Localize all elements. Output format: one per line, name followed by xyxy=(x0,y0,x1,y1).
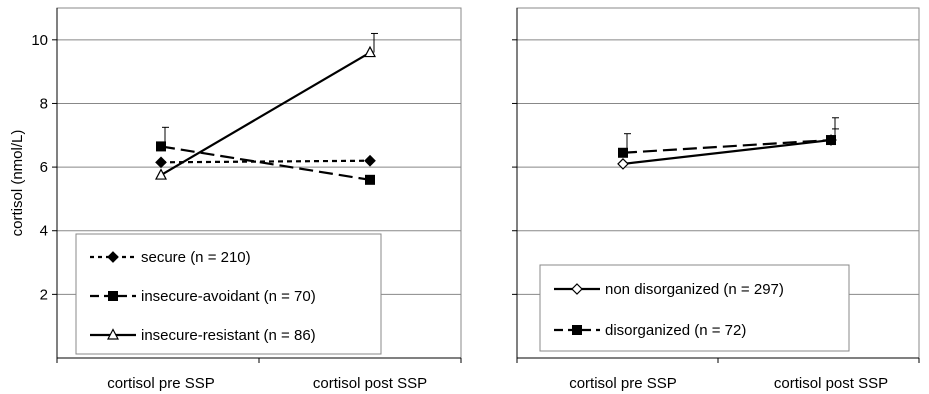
legend-item: insecure-resistant (n = 86) xyxy=(90,327,316,344)
x-tick-label: cortisol post SSP xyxy=(313,375,427,392)
data-point xyxy=(617,158,629,170)
legend-swatch-marker xyxy=(108,291,118,301)
y-axis-title: cortisol (nmol/L) xyxy=(9,130,26,237)
y-tick-label: 4 xyxy=(40,223,48,240)
legend-box xyxy=(539,264,850,352)
y-tick-label: 2 xyxy=(40,286,48,303)
data-point xyxy=(826,135,836,146)
series-insecure-avoidant-n-70 xyxy=(156,126,375,185)
x-tick-label: cortisol pre SSP xyxy=(107,375,215,392)
chart-panel-right: cortisol pre SSP cortisol post SSP non dis… xyxy=(512,7,920,392)
data-point xyxy=(365,174,375,185)
y-tick-label: 8 xyxy=(40,95,48,112)
legend-item: non disorganized (n = 297) xyxy=(554,281,784,298)
series-line xyxy=(622,138,832,166)
series-disorganized-n-72 xyxy=(618,117,839,158)
series-secure-n-210 xyxy=(155,154,376,169)
data-point xyxy=(364,154,376,167)
legend-label: insecure-avoidant (n = 70) xyxy=(141,288,316,305)
legend-label: secure (n = 210) xyxy=(141,249,251,266)
series-insecure-resistant-n-86 xyxy=(155,32,378,180)
series-line xyxy=(160,159,371,164)
data-point xyxy=(364,45,376,58)
legend-label: disorganized (n = 72) xyxy=(605,322,746,339)
legend: secure (n = 210) insecure-avoidant (n = 7… xyxy=(75,233,382,355)
legend-swatch-marker xyxy=(107,251,119,263)
data-point xyxy=(155,168,167,180)
legend-swatch-marker xyxy=(572,325,582,335)
legend-label: insecure-resistant (n = 86) xyxy=(141,327,316,344)
data-point xyxy=(156,141,166,152)
chart-panel-left: 2 4 6 8 10 cortisol pre SSP cortisol post SSP c… xyxy=(9,7,462,392)
series-line xyxy=(160,51,371,176)
x-tick-label: cortisol post SSP xyxy=(774,375,888,392)
legend-label: non disorganized (n = 297) xyxy=(605,281,784,298)
series-line xyxy=(622,138,832,154)
legend: non disorganized (n = 297) disorganized (… xyxy=(539,264,850,352)
legend-item: insecure-avoidant (n = 70) xyxy=(90,288,316,305)
y-tick-label: 6 xyxy=(40,159,48,176)
legend-swatch-marker xyxy=(107,328,119,340)
x-tick-label: cortisol pre SSP xyxy=(569,375,677,392)
series-line xyxy=(160,145,371,181)
data-point xyxy=(618,147,628,158)
legend-swatch-marker xyxy=(571,283,583,295)
legend-item: secure (n = 210) xyxy=(90,249,251,266)
y-tick-label: 10 xyxy=(31,32,48,49)
data-point xyxy=(155,156,167,169)
legend-item: disorganized (n = 72) xyxy=(554,322,746,339)
